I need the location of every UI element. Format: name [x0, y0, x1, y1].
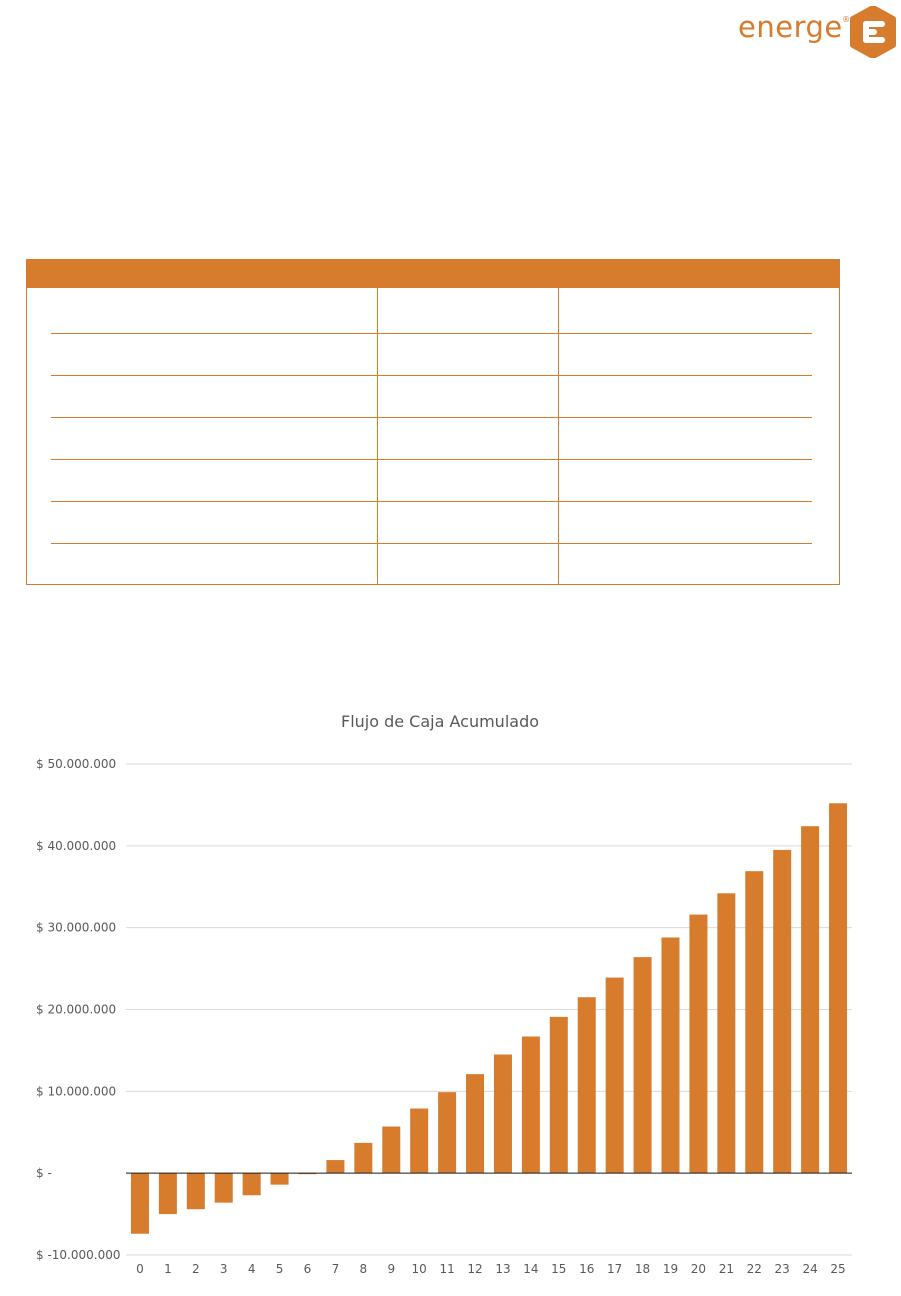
y-tick-label: $ -10.000.000 [36, 1248, 121, 1262]
bar [438, 1092, 457, 1174]
bar [186, 1173, 205, 1210]
x-tick-label: 25 [830, 1262, 845, 1276]
x-tick-label: 17 [607, 1262, 622, 1276]
table-row-divider [51, 333, 812, 334]
x-tick-label: 3 [220, 1262, 228, 1276]
chart-title: Flujo de Caja Acumulado [340, 712, 540, 731]
x-tick-label: 2 [192, 1262, 200, 1276]
x-tick-label: 4 [248, 1262, 256, 1276]
table-row-divider [51, 543, 812, 544]
table-header-bar [26, 259, 840, 288]
table-row-divider [51, 459, 812, 460]
x-tick-label: 22 [747, 1262, 762, 1276]
x-tick-label: 18 [635, 1262, 650, 1276]
x-tick-label: 0 [136, 1262, 144, 1276]
energe-logo: energe ® [738, 6, 900, 58]
x-tick-label: 6 [304, 1262, 312, 1276]
y-tick-label: $ 20.000.000 [36, 1003, 116, 1017]
bar [130, 1173, 149, 1234]
y-tick-label: $ 30.000.000 [36, 921, 116, 935]
table-column-divider [558, 288, 559, 584]
bar [158, 1173, 177, 1215]
x-tick-label: 19 [663, 1262, 678, 1276]
bar [717, 893, 736, 1174]
chart-plot-area: $ -10.000.000 $ - $ 10.000.000 $ 20.000.000… [36, 757, 852, 1276]
x-tick-label: 7 [332, 1262, 340, 1276]
bar [521, 1036, 540, 1174]
bar [354, 1142, 373, 1174]
bar [829, 803, 848, 1174]
bar [661, 937, 680, 1174]
bar [214, 1173, 233, 1203]
x-tick-label: 24 [802, 1262, 817, 1276]
bar [549, 1016, 568, 1174]
x-tick-label: 21 [719, 1262, 734, 1276]
x-tick-label: 15 [551, 1262, 566, 1276]
x-tick-label: 8 [360, 1262, 368, 1276]
x-tick-label: 16 [579, 1262, 594, 1276]
logo-registered-mark: ® [842, 15, 850, 24]
table-row-divider [51, 375, 812, 376]
bar [745, 871, 764, 1174]
bar [326, 1160, 345, 1174]
x-tick-label: 11 [439, 1262, 454, 1276]
cash-flow-chart: Flujo de Caja Acumulado $ -10.000.000 $ -… [0, 700, 901, 1296]
bar [605, 977, 624, 1174]
x-tick-label: 9 [387, 1262, 395, 1276]
x-tick-label: 20 [691, 1262, 706, 1276]
bar [466, 1074, 485, 1174]
bar [493, 1054, 512, 1174]
logo-e-badge-icon [850, 6, 896, 58]
bar [242, 1173, 261, 1196]
summary-table [26, 288, 840, 585]
logo-wordmark: energe [738, 10, 843, 44]
bar [801, 826, 820, 1174]
bar [270, 1173, 289, 1185]
bar [633, 957, 652, 1174]
x-tick-label: 10 [412, 1262, 427, 1276]
table-row-divider [51, 501, 812, 502]
y-tick-label: $ 10.000.000 [36, 1084, 116, 1098]
x-tick-label: 1 [164, 1262, 172, 1276]
bar [410, 1108, 429, 1174]
y-tick-label: $ 40.000.000 [36, 839, 116, 853]
table-column-divider [377, 288, 378, 584]
y-tick-label: $ - [36, 1166, 52, 1180]
table-row-divider [51, 417, 812, 418]
x-tick-label: 23 [775, 1262, 790, 1276]
bar [382, 1126, 401, 1174]
bar [577, 997, 596, 1174]
y-tick-label: $ 50.000.000 [36, 757, 116, 771]
x-tick-label: 12 [467, 1262, 482, 1276]
x-tick-label: 14 [523, 1262, 538, 1276]
bar [689, 914, 708, 1174]
bar [773, 849, 792, 1174]
x-tick-label: 13 [495, 1262, 510, 1276]
x-tick-label: 5 [276, 1262, 284, 1276]
